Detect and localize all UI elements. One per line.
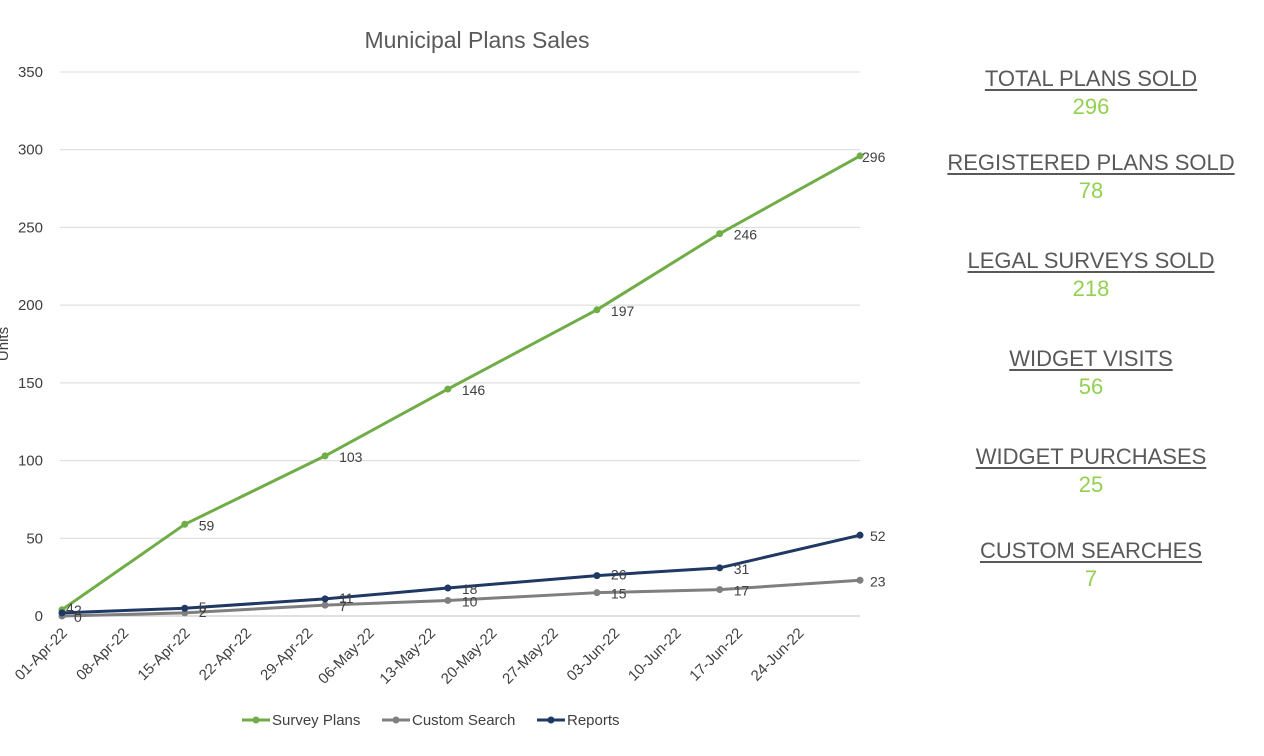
data-label: 296 — [862, 149, 886, 165]
data-point — [716, 564, 724, 572]
legend-entry: Custom Search — [412, 712, 515, 729]
data-point — [321, 595, 329, 603]
data-point — [444, 385, 452, 393]
kpi-custom-searches: CUSTOM SEARCHES 7 — [930, 538, 1252, 592]
kpi-label: CUSTOM SEARCHES — [979, 538, 1203, 563]
data-label: 52 — [870, 528, 886, 544]
kpi-value: 78 — [1078, 178, 1104, 203]
data-point — [181, 520, 189, 528]
y-axis-ticks: 0 50 100 150 200 250 300 350 — [18, 64, 43, 625]
y-tick-label: 100 — [18, 453, 43, 470]
kpi-value: 296 — [1072, 94, 1110, 119]
data-label: 103 — [339, 449, 363, 465]
data-label: 0 — [74, 609, 82, 625]
data-point — [856, 576, 864, 584]
data-point — [716, 586, 724, 594]
legend-entry: Reports — [567, 712, 620, 729]
data-label: 246 — [734, 227, 758, 243]
kpi-total-plans-sold: TOTAL PLANS SOLD 296 — [930, 66, 1252, 120]
data-label: 5 — [199, 599, 207, 615]
kpi-widget-purchases: WIDGET PURCHASES 25 — [930, 444, 1252, 498]
chart-title: Municipal Plans Sales — [364, 27, 589, 53]
x-tick-label: 20-May-22 — [438, 625, 501, 688]
x-tick-label: 10-Jun-22 — [625, 625, 685, 685]
data-point — [321, 452, 329, 460]
data-label: 146 — [462, 382, 486, 398]
kpi-label: WIDGET PURCHASES — [975, 444, 1207, 469]
data-label: 197 — [611, 303, 635, 319]
data-label: 2 — [74, 602, 82, 618]
data-point — [58, 609, 66, 617]
kpi-label: WIDGET VISITS — [1009, 346, 1173, 371]
line-chart: Municipal Plans Sales Units 050100150200… — [0, 27, 886, 729]
data-point — [444, 596, 452, 604]
y-tick-label: 350 — [18, 64, 43, 81]
legend-swatch-marker — [392, 716, 400, 724]
y-tick-label: 0 — [35, 608, 43, 625]
series-lines — [58, 152, 864, 620]
kpi-value: 7 — [1084, 566, 1098, 591]
data-point — [856, 531, 864, 539]
data-label: 10 — [462, 593, 478, 609]
kpi-label: LEGAL SURVEYS SOLD — [967, 248, 1215, 273]
data-point — [593, 589, 601, 597]
data-label: 31 — [734, 561, 750, 577]
data-label: 7 — [339, 598, 347, 614]
y-tick-label: 200 — [18, 297, 43, 314]
x-tick-label: 15-Apr-22 — [134, 625, 193, 684]
data-label: 15 — [611, 586, 627, 602]
y-tick-label: 50 — [26, 530, 43, 547]
kpi-value: 25 — [1078, 472, 1104, 497]
data-point — [444, 584, 452, 592]
data-point — [856, 152, 864, 160]
data-point — [593, 306, 601, 314]
data-label: 18 — [462, 581, 478, 597]
y-tick-label: 150 — [18, 375, 43, 392]
kpi-value: 56 — [1078, 374, 1104, 399]
x-axis-ticks: 01-Apr-22 08-Apr-22 15-Apr-22 22-Apr-22 29-A… — [12, 625, 808, 688]
data-point — [716, 230, 724, 238]
data-label: 59 — [199, 517, 215, 533]
x-tick-label: 29-Apr-22 — [257, 625, 316, 684]
data-point — [593, 572, 601, 580]
data-label: 4 — [66, 600, 74, 616]
gridlines — [60, 71, 860, 617]
kpi-legal-surveys-sold: LEGAL SURVEYS SOLD 218 — [930, 248, 1252, 302]
x-tick-label: 22-Apr-22 — [196, 625, 255, 684]
x-tick-label: 03-Jun-22 — [564, 625, 624, 685]
y-tick-label: 250 — [18, 219, 43, 236]
data-label: 2 — [199, 604, 207, 620]
legend-entry: Survey Plans — [272, 712, 360, 729]
data-label: 26 — [611, 567, 627, 583]
data-label: 23 — [870, 573, 886, 589]
kpi-registered-plans-sold: REGISTERED PLANS SOLD 78 — [930, 150, 1252, 204]
x-tick-label: 13-May-22 — [376, 625, 439, 688]
x-tick-label: 24-Jun-22 — [748, 625, 808, 685]
data-point — [181, 604, 189, 612]
legend-swatch-marker — [252, 716, 260, 724]
kpi-widget-visits: WIDGET VISITS 56 — [930, 346, 1252, 400]
kpi-value: 218 — [1072, 276, 1110, 301]
x-tick-label: 17-Jun-22 — [686, 625, 746, 685]
data-label: 17 — [734, 583, 750, 599]
x-tick-label: 08-Apr-22 — [73, 625, 132, 684]
x-tick-label: 01-Apr-22 — [12, 625, 71, 684]
x-tick-label: 27-May-22 — [499, 625, 562, 688]
data-point — [321, 601, 329, 609]
legend: Survey Plans Custom Search Reports — [242, 712, 620, 729]
y-tick-label: 300 — [18, 142, 43, 159]
x-tick-label: 06-May-22 — [315, 625, 378, 688]
y-axis-title: Units — [0, 327, 12, 361]
legend-swatch-marker — [547, 716, 555, 724]
kpi-label: TOTAL PLANS SOLD — [984, 66, 1198, 91]
data-label: 11 — [339, 590, 354, 606]
kpi-label: REGISTERED PLANS SOLD — [947, 150, 1235, 175]
